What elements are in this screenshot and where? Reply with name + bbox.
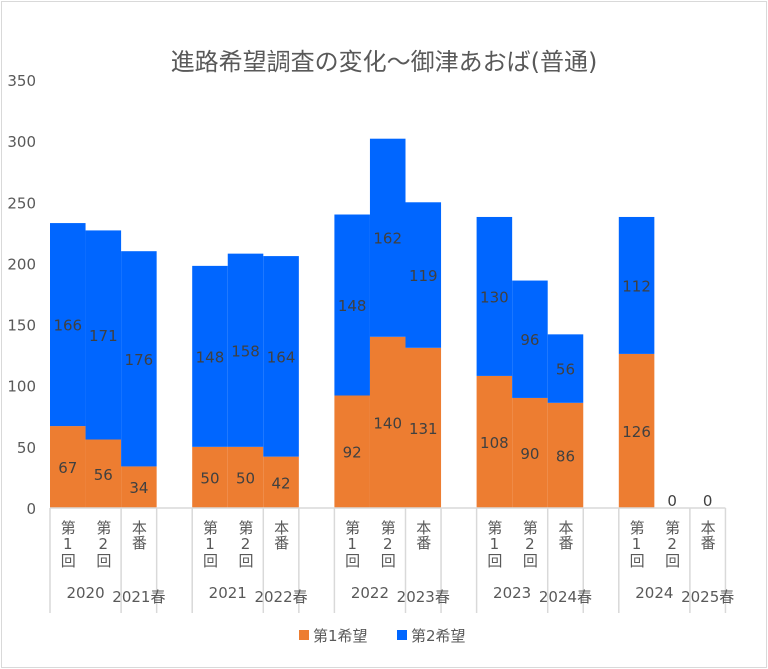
y-tick-label: 200 — [7, 255, 36, 273]
data-label: 86 — [556, 447, 575, 465]
bar-second-choice — [547, 334, 584, 403]
x-category-label: 第1回 — [201, 519, 219, 568]
data-label: 148 — [338, 297, 367, 315]
bar-second-choice — [369, 138, 406, 337]
bar-second-choice — [618, 216, 655, 354]
x-category-label: 第1回 — [59, 519, 77, 568]
bar-second-choice — [476, 216, 513, 376]
data-label: 164 — [267, 348, 296, 366]
y-tick-label: 100 — [7, 378, 36, 396]
x-category-label: 第2回 — [663, 519, 681, 568]
data-label: 0 — [703, 492, 713, 510]
x-group-label: 2022 — [351, 584, 389, 602]
x-category-label: 本番 — [699, 520, 717, 550]
x-group-label: 2023春 — [397, 588, 450, 606]
bar-second-choice — [512, 280, 548, 398]
x-category-label: 第1回 — [628, 519, 646, 568]
bar-second-choice — [192, 265, 228, 447]
bar-first-choice — [512, 397, 548, 508]
data-label: 96 — [520, 331, 539, 349]
bar-first-choice — [227, 446, 264, 508]
x-group-label: 2025春 — [681, 588, 734, 606]
bar-first-choice — [263, 456, 299, 508]
data-label: 42 — [272, 474, 291, 492]
x-category-label: 第2回 — [521, 519, 539, 568]
x-category-label: 第2回 — [94, 519, 112, 568]
data-label: 112 — [622, 277, 651, 295]
x-category-label: 本番 — [272, 520, 290, 550]
bar-second-choice — [50, 223, 86, 427]
bar-first-choice — [618, 353, 655, 508]
data-label: 56 — [94, 466, 113, 484]
legend-swatch — [299, 630, 309, 640]
x-category-label: 第1回 — [485, 519, 503, 568]
data-label: 130 — [480, 288, 509, 306]
data-label: 162 — [373, 230, 402, 248]
bar-second-choice — [85, 230, 122, 440]
x-group-label: 2023 — [493, 584, 531, 602]
x-category-label: 第1回 — [343, 519, 361, 568]
data-label: 50 — [200, 469, 219, 487]
data-label: 171 — [89, 327, 118, 345]
x-group-label: 2021春 — [112, 588, 165, 606]
x-group-label: 2020 — [66, 584, 104, 602]
bar-first-choice — [85, 439, 122, 508]
data-label: 67 — [58, 459, 77, 477]
bar-first-choice — [547, 402, 584, 508]
data-label: 119 — [409, 267, 438, 285]
data-label: 0 — [667, 492, 677, 510]
bar-first-choice — [192, 446, 228, 508]
x-group-label: 2024春 — [539, 588, 592, 606]
y-tick-label: 250 — [7, 194, 36, 212]
bar-second-choice — [334, 214, 370, 396]
y-tick-label: 0 — [26, 500, 36, 518]
chart-title: 進路希望調査の変化～御津あおば(普通) — [171, 48, 598, 76]
y-tick-label: 350 — [7, 72, 36, 90]
bar-second-choice — [263, 256, 299, 457]
x-category-label: 本番 — [130, 520, 148, 550]
legend-label: 第1希望 — [313, 627, 368, 645]
data-label: 176 — [125, 351, 154, 369]
bar-second-choice — [405, 202, 442, 348]
bar-first-choice — [121, 466, 157, 508]
x-group-label: 2024 — [635, 584, 673, 602]
y-tick-label: 300 — [7, 133, 36, 151]
x-group-label: 2021 — [209, 584, 247, 602]
data-label: 140 — [373, 414, 402, 432]
bar-second-choice — [121, 251, 157, 467]
bar-first-choice — [334, 395, 370, 508]
x-group-label: 2022春 — [254, 588, 307, 606]
bar-first-choice — [50, 426, 86, 508]
x-category-label: 本番 — [556, 520, 574, 550]
data-label: 56 — [556, 361, 575, 379]
data-label: 108 — [480, 434, 509, 452]
bar-first-choice — [405, 347, 442, 508]
legend-label: 第2希望 — [411, 627, 466, 645]
data-label: 34 — [129, 479, 148, 497]
data-label: 92 — [343, 444, 362, 462]
bar-first-choice — [369, 336, 406, 508]
data-label: 90 — [520, 445, 539, 463]
x-category-label: 本番 — [414, 520, 432, 550]
y-tick-label: 150 — [7, 317, 36, 335]
data-label: 166 — [53, 317, 82, 335]
data-label: 158 — [231, 342, 260, 360]
legend-swatch — [397, 630, 407, 640]
x-category-label: 第2回 — [379, 519, 397, 568]
y-tick-label: 50 — [17, 439, 36, 457]
data-label: 126 — [622, 423, 651, 441]
bar-second-choice — [227, 253, 264, 447]
data-label: 131 — [409, 420, 438, 438]
x-category-label: 第2回 — [237, 519, 255, 568]
data-label: 148 — [196, 348, 225, 366]
bar-first-choice — [476, 375, 513, 508]
data-label: 50 — [236, 469, 255, 487]
